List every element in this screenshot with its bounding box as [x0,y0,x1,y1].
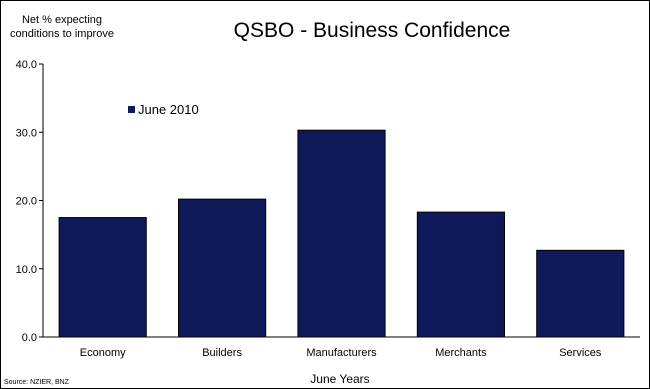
legend-swatch [128,106,135,113]
x-tick-label: Manufacturers [306,347,377,359]
y-tick-label: 30.0 [16,127,37,139]
y-axis-label-line-2: conditions to improve [10,28,114,40]
bar-builders [178,198,267,338]
bar-merchants [416,211,505,338]
x-tick-label: Economy [80,347,126,359]
y-tick-label: 40.0 [16,59,37,71]
bar-services [536,249,625,338]
chart-title: QSBO - Business Confidence [234,19,511,42]
x-ticks-group: Economy Builders Manufacturers Merchants Ser… [80,347,602,359]
bar-economy [58,217,147,338]
y-tick-label: 10.0 [16,264,37,276]
y-ticks-group: 0.0 10.0 20.0 30.0 40.0 [16,59,43,344]
y-tick-label: 20.0 [16,196,37,208]
y-tick-label: 0.0 [22,332,37,344]
source-note: Source: NZIER, BNZ [4,379,70,386]
x-axis-label: June Years [310,372,369,386]
bar-manufacturers [297,129,386,338]
bars-group [58,129,625,338]
x-tick-label: Services [559,347,602,359]
legend-label: June 2010 [138,102,199,117]
x-tick-label: Builders [202,347,242,359]
x-tick-label: Merchants [435,347,487,359]
y-axis-label-line-1: Net % expecting [22,14,102,26]
